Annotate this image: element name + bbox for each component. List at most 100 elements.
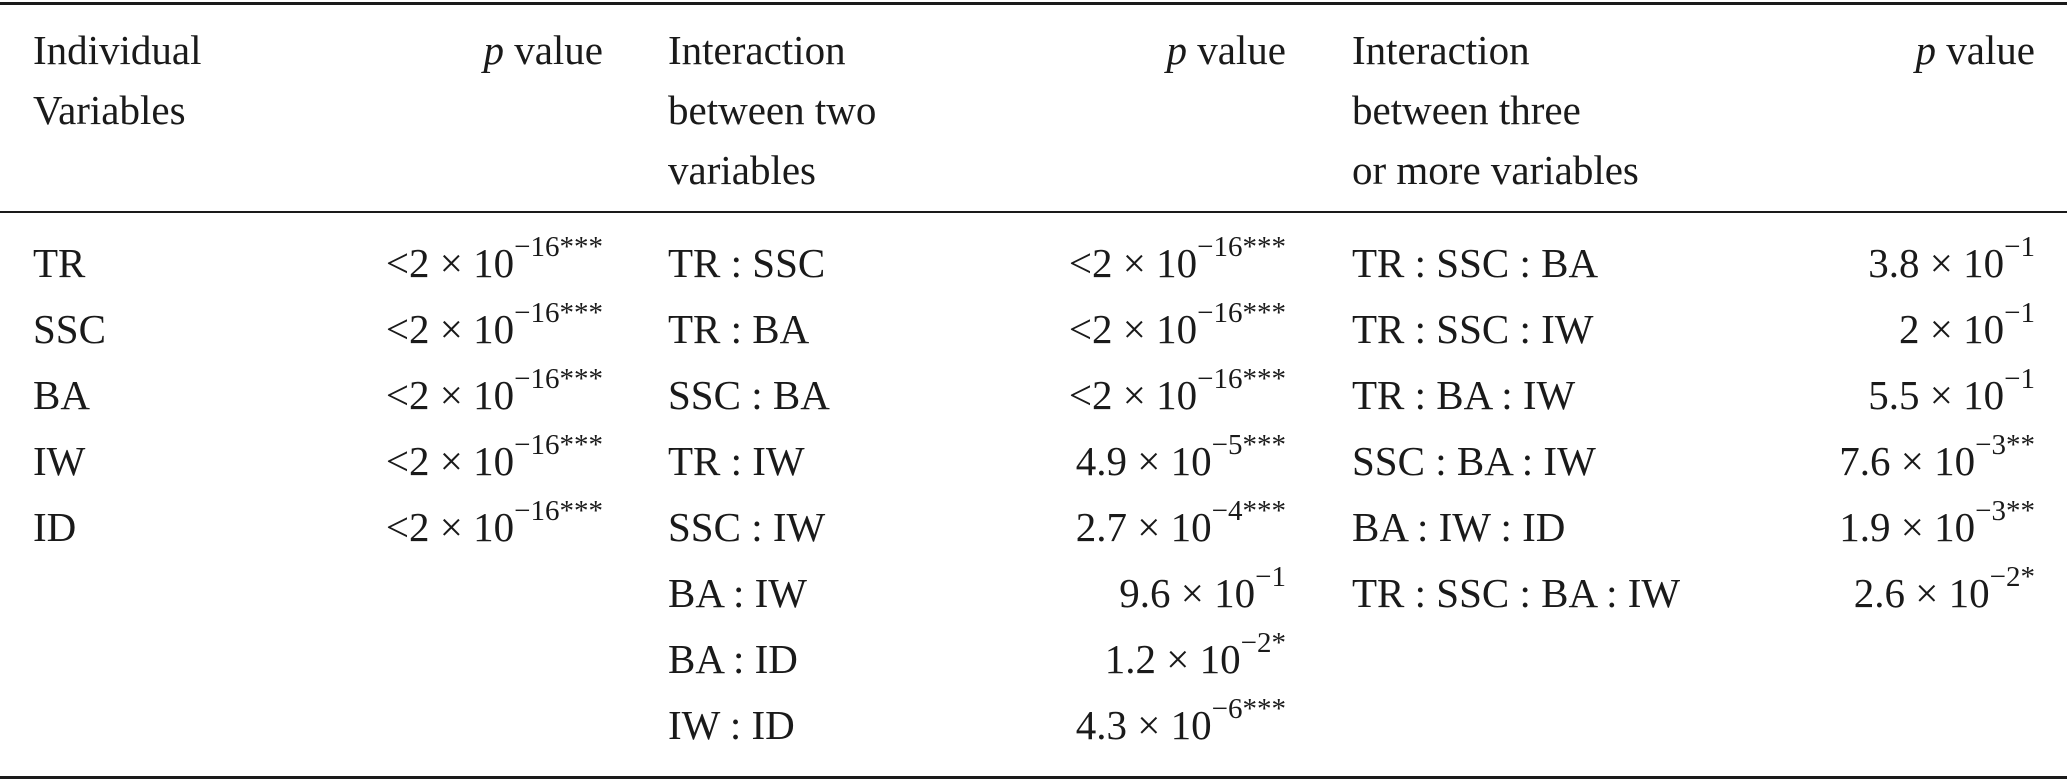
header-line: variables <box>668 147 816 193</box>
base: 10 <box>1170 438 1212 484</box>
significance-stars: *** <box>559 495 604 528</box>
less-than-sign: < <box>1068 240 1093 286</box>
header-line: between two <box>668 87 877 133</box>
p-value: <2 × 10−16*** <box>386 428 603 494</box>
exponent: −1 <box>2004 231 2035 264</box>
exponent: −3 <box>1975 429 2006 462</box>
base: 10 <box>473 372 515 418</box>
base: 10 <box>1156 306 1198 352</box>
top-rule <box>0 2 2067 5</box>
mantissa: 2 <box>1092 240 1113 286</box>
mantissa: 2 <box>409 240 430 286</box>
mantissa: 1.9 <box>1839 504 1891 550</box>
times-symbol: × <box>429 438 474 484</box>
significance-stars: *** <box>1242 231 1287 264</box>
p-value: <2 × 10−16*** <box>386 230 603 296</box>
header-p-value-1: p value <box>300 20 603 80</box>
mantissa: 5.5 <box>1868 372 1920 418</box>
less-than-sign: < <box>1068 306 1093 352</box>
times-symbol: × <box>1156 636 1200 682</box>
times-symbol: × <box>1919 240 1964 286</box>
times-symbol: × <box>1890 438 1935 484</box>
times-symbol: × <box>1127 438 1171 484</box>
significance-stars: ** <box>2006 495 2035 528</box>
mantissa: 2 <box>409 306 430 352</box>
header-line: Variables <box>33 87 186 133</box>
header-line: Interaction <box>1352 27 1530 73</box>
significance-stars: *** <box>1242 429 1287 462</box>
variable-name: TR : BA : IW <box>1352 372 1576 418</box>
p-value: 1.2 × 10−2* <box>1105 626 1286 692</box>
value-word: value <box>503 27 603 73</box>
p-value: 5.5 × 10−1 <box>1868 362 2035 428</box>
mantissa: 2.7 <box>1075 504 1128 550</box>
p-value: <2 × 10−16*** <box>386 362 603 428</box>
mantissa: 2 <box>409 372 430 418</box>
times-symbol: × <box>1919 306 1964 352</box>
times-symbol: × <box>1127 504 1171 550</box>
p-value: 7.6 × 10−3** <box>1839 428 2035 494</box>
p-value: 2.6 × 10−2* <box>1854 560 2035 626</box>
variable-name: IW <box>33 438 86 484</box>
variable-name: TR : SSC : BA <box>1352 240 1599 286</box>
p-value: 1.9 × 10−3** <box>1839 494 2035 560</box>
times-symbol: × <box>1890 504 1935 550</box>
exponent: −1 <box>2004 363 2035 396</box>
variable-name: TR : IW <box>668 438 805 484</box>
value-word: value <box>1935 27 2035 73</box>
header-line: or more variables <box>1352 147 1639 193</box>
mantissa: 1.2 <box>1104 636 1157 682</box>
base: 10 <box>1199 636 1241 682</box>
base: 10 <box>473 504 515 550</box>
exponent: −6 <box>1211 693 1243 726</box>
header-p-value-2: p value <box>980 20 1286 80</box>
variable-name: SSC : IW <box>668 504 826 550</box>
significance-stars: *** <box>1242 495 1287 528</box>
significance-stars: *** <box>559 429 604 462</box>
mantissa: 2.6 <box>1853 570 1906 616</box>
times-symbol: × <box>1170 570 1215 616</box>
significance-stars: * <box>1271 627 1287 660</box>
header-rule <box>0 211 2067 213</box>
exponent: −16 <box>1197 231 1243 264</box>
header-two-variable-interaction: Interaction between two variables <box>668 20 876 200</box>
p-value: 3.8 × 10−1 <box>1868 230 2035 296</box>
base: 10 <box>1934 504 1976 550</box>
p-symbol: p <box>1166 27 1187 73</box>
variable-name: BA <box>33 372 90 418</box>
p-value: <2 × 10−16*** <box>386 296 603 362</box>
variable-name: BA : IW : ID <box>1352 504 1566 550</box>
significance-stars: * <box>2020 561 2036 594</box>
base: 10 <box>1156 372 1198 418</box>
p-symbol: p <box>483 27 504 73</box>
exponent: −16 <box>514 495 560 528</box>
variable-name: SSC : BA : IW <box>1352 438 1596 484</box>
base: 10 <box>1948 570 1990 616</box>
mantissa: 2 <box>1899 306 1920 352</box>
exponent: −16 <box>514 297 560 330</box>
value-word: value <box>1186 27 1286 73</box>
exponent: −5 <box>1211 429 1243 462</box>
significance-stars: *** <box>1242 693 1287 726</box>
mantissa: 2 <box>1092 306 1113 352</box>
p-value: <2 × 10−16*** <box>1069 362 1286 428</box>
mantissa: 3.8 <box>1868 240 1920 286</box>
variable-name: BA : ID <box>668 636 798 682</box>
variable-name: TR : BA <box>668 306 810 352</box>
variable-name: TR <box>33 240 86 286</box>
header-p-value-3: p value <box>1730 20 2035 80</box>
significance-stars: *** <box>559 231 604 264</box>
exponent: −16 <box>1197 363 1243 396</box>
times-symbol: × <box>1127 702 1171 748</box>
header-three-variable-interaction: Interaction between three or more variab… <box>1352 20 1639 200</box>
times-symbol: × <box>1919 372 1964 418</box>
mantissa: 9.6 <box>1119 570 1171 616</box>
base: 10 <box>1170 702 1212 748</box>
p-value: <2 × 10−16*** <box>1069 296 1286 362</box>
base: 10 <box>1170 504 1212 550</box>
mantissa: 4.3 <box>1075 702 1128 748</box>
exponent: −1 <box>1255 561 1286 594</box>
p-value: 9.6 × 10−1 <box>1119 560 1286 626</box>
less-than-sign: < <box>385 504 410 550</box>
